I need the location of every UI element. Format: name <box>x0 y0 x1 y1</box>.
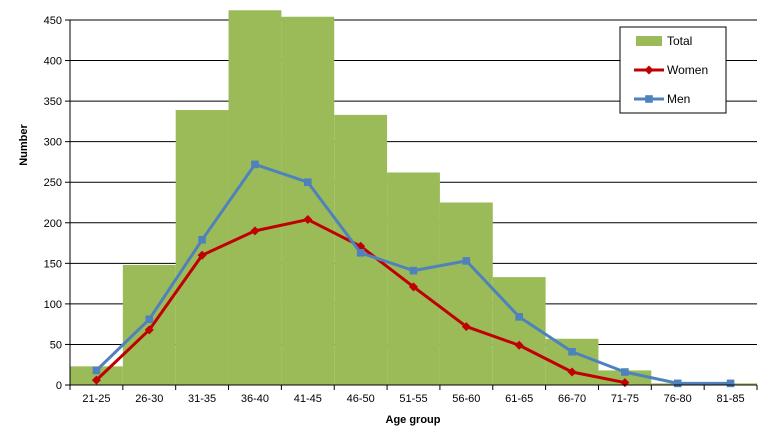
series-lines <box>91 160 735 388</box>
y-tick-label: 200 <box>44 218 62 230</box>
point-women-51-55 <box>409 282 418 292</box>
bar-total-41-45 <box>281 16 335 386</box>
point-men-76-80 <box>673 379 682 388</box>
y-tick-label: 150 <box>44 258 62 270</box>
legend-item-men: Men <box>634 92 690 106</box>
y-tick-label: 100 <box>44 299 62 311</box>
x-tick-label: 81-85 <box>717 393 745 405</box>
x-tick-label: 21-25 <box>82 393 110 405</box>
point-men-56-60 <box>462 257 471 265</box>
point-men-41-45 <box>304 178 312 187</box>
legend-label: Women <box>667 63 708 77</box>
legend-marker <box>645 95 653 103</box>
x-tick-label: 36-40 <box>241 393 269 405</box>
bar-total-26-30 <box>122 264 176 385</box>
point-men-26-30 <box>145 315 154 324</box>
point-women-21-25 <box>91 375 101 385</box>
axes: 0 50 100 150 200 250 300 350 400 450 21-25 26-30 31-… <box>44 15 758 405</box>
point-women-31-35 <box>197 250 207 260</box>
x-tick-label: 26-30 <box>135 393 163 405</box>
x-axis-title: Age group <box>386 414 441 426</box>
series-women <box>91 215 630 388</box>
y-tick-label: 400 <box>44 56 62 68</box>
point-men-81-85 <box>726 379 735 388</box>
legend-swatch <box>636 36 662 46</box>
point-women-26-30 <box>144 325 154 335</box>
point-men-36-40 <box>251 160 259 169</box>
bar-total-61-65 <box>492 277 546 385</box>
y-tick-label: 250 <box>44 177 62 189</box>
point-men-71-75 <box>621 368 629 376</box>
y-tick-label: 0 <box>56 380 62 392</box>
point-women-56-60 <box>461 322 471 332</box>
point-men-51-55 <box>409 266 418 275</box>
x-tick-label: 71-75 <box>611 393 639 405</box>
x-tick-label: 56-60 <box>452 393 480 405</box>
y-axis-title: Number <box>18 124 30 166</box>
legend-label: Men <box>667 92 690 106</box>
point-women-61-65 <box>514 340 524 350</box>
x-tick-label: 76-80 <box>664 393 692 405</box>
point-women-66-70 <box>567 367 577 377</box>
x-tick-label: 66-70 <box>558 393 586 405</box>
legend-label: Total <box>667 34 692 48</box>
bar-total-51-55 <box>387 172 440 385</box>
y-tick-label: 450 <box>44 15 62 27</box>
legend-item-total: Total <box>636 34 692 48</box>
point-men-66-70 <box>568 347 576 356</box>
legend-item-women: Women <box>634 63 708 77</box>
series-men <box>92 160 735 388</box>
x-tick-label: 41-45 <box>294 393 322 405</box>
y-tick-label: 350 <box>44 96 62 108</box>
x-tick-label: 31-35 <box>188 393 216 405</box>
point-women-36-40 <box>250 226 260 236</box>
point-men-21-25 <box>92 366 101 375</box>
legend: Total Women Men <box>619 26 727 114</box>
bar-total-36-40 <box>228 10 282 386</box>
bar-total-56-60 <box>439 202 493 385</box>
x-tick-label: 46-50 <box>347 393 375 405</box>
point-men-46-50 <box>356 248 365 257</box>
legend-marker <box>644 65 654 75</box>
x-tick-label: 51-55 <box>399 393 427 405</box>
point-men-61-65 <box>515 313 523 321</box>
point-men-31-35 <box>198 236 206 244</box>
y-tick-label: 300 <box>44 137 62 149</box>
x-tick-label: 61-65 <box>505 393 533 405</box>
y-tick-label: 50 <box>50 339 62 351</box>
point-women-41-45 <box>303 215 313 225</box>
total-bars <box>70 10 757 386</box>
